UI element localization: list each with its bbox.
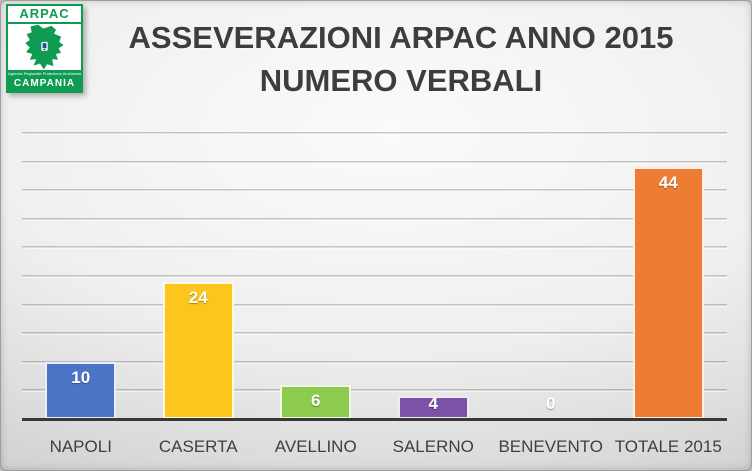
chart-title: ASSEVERAZIONI ARPAC ANNO 2015 NUMERO VER… bbox=[60, 16, 742, 102]
category-label-caserta: CASERTA bbox=[158, 437, 238, 456]
category-label-totale-2015: TOTALE 2015 bbox=[614, 437, 722, 456]
gridline bbox=[22, 360, 727, 364]
gridline bbox=[22, 246, 727, 250]
category-label-avellino: AVELLINO bbox=[274, 437, 357, 456]
campania-map-icon bbox=[25, 24, 64, 70]
gridline bbox=[22, 332, 727, 336]
bar-napoli bbox=[45, 361, 117, 419]
plot-area: 10 24 6 4 0 44 bbox=[22, 120, 727, 421]
category-label-salerno: SALERNO bbox=[392, 437, 474, 456]
value-label-napoli: 10 bbox=[71, 367, 91, 387]
gridline bbox=[22, 389, 727, 393]
bar-totale-2015 bbox=[632, 167, 704, 419]
value-label-caserta: 24 bbox=[188, 287, 208, 307]
arpac-logo: ARPAC Agenzia Regionale Protezione Ambie… bbox=[6, 4, 83, 93]
category-label-napoli: NAPOLI bbox=[49, 437, 112, 456]
gridline bbox=[22, 275, 727, 278]
chart-title-line2: NUMERO VERBALI bbox=[259, 63, 543, 98]
value-label-benevento: 0 bbox=[546, 394, 556, 413]
gridline bbox=[22, 217, 727, 221]
value-label-salerno: 4 bbox=[428, 394, 438, 413]
category-axis-labels: NAPOLI CASERTA AVELLINO SALERNO BENEVENTO TOT… bbox=[22, 432, 727, 462]
value-label-totale-2015: 44 bbox=[658, 173, 678, 193]
bar-caserta bbox=[162, 281, 234, 419]
gridline bbox=[22, 189, 727, 193]
arpac-logo-subtext: Agenzia Regionale Protezione Ambientale bbox=[8, 70, 81, 77]
gridline bbox=[22, 132, 727, 135]
gridline bbox=[22, 303, 727, 307]
category-label-benevento: BENEVENTO bbox=[498, 437, 604, 456]
value-label-avellino: 6 bbox=[311, 390, 321, 410]
arpac-logo-region: CAMPANIA bbox=[8, 77, 81, 91]
gridline bbox=[22, 160, 727, 164]
x-axis-line bbox=[22, 418, 727, 421]
bar-avellino bbox=[280, 384, 352, 419]
arpac-logo-brand: ARPAC bbox=[8, 6, 81, 24]
chart-title-line1: ASSEVERAZIONI ARPAC ANNO 2015 bbox=[128, 20, 674, 55]
